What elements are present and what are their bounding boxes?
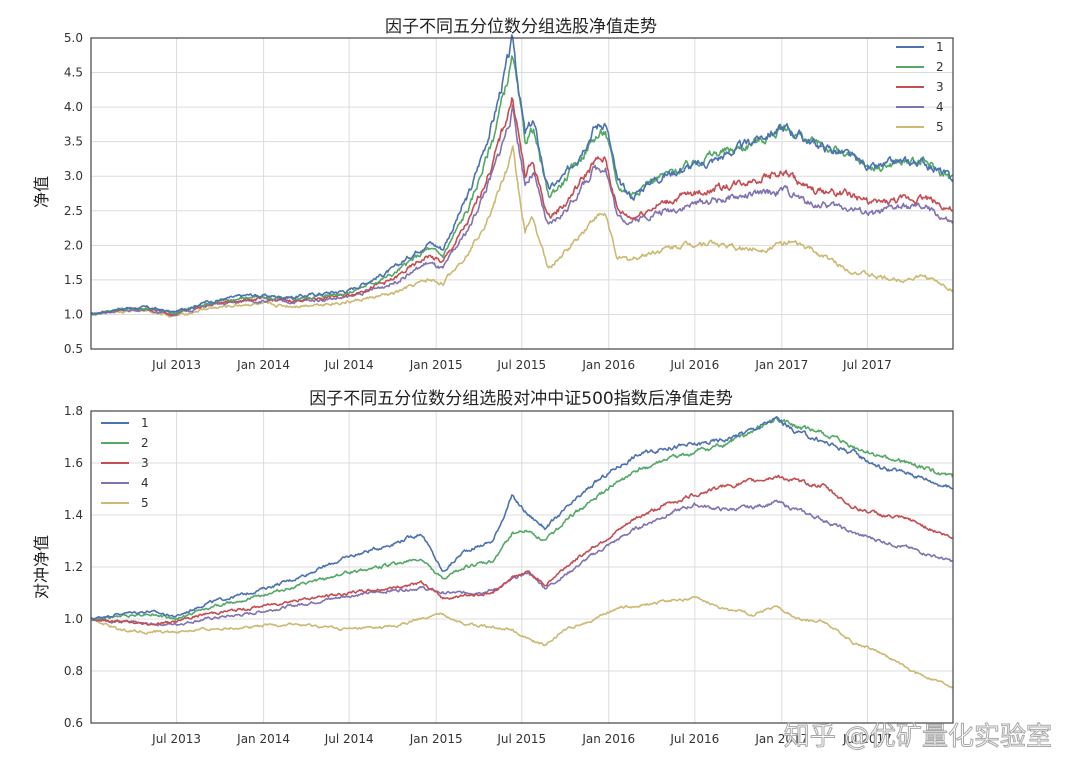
series-line-1 [90,34,954,315]
y-tick-label: 1.8 [64,404,83,418]
y-tick-label: 3.0 [64,169,83,183]
y-tick-label: 4.0 [64,100,83,114]
y-tick-label: 3.5 [64,135,83,149]
bottom-chart-ylabel: 对冲净值 [32,535,51,599]
y-tick-label: 0.8 [64,664,83,678]
legend-label-4: 4 [141,476,149,490]
x-tick-label: Jul 2016 [669,732,719,746]
x-tick-label: Jul 2017 [842,732,892,746]
top-chart-ylabel: 净值 [32,176,51,208]
x-tick-label: Jan 2015 [409,732,463,746]
legend-label-3: 3 [936,80,944,94]
y-tick-label: 1.6 [64,456,83,470]
legend: 1 2 3 4 5 [896,40,944,134]
series-line-2 [90,416,954,622]
legend-label-1: 1 [141,416,149,430]
top-chart-title: 因子不同五分位数分组选股净值走势 [385,17,657,37]
x-tick-label: Jul 2015 [496,732,546,746]
plot-frame [90,37,954,350]
y-tick-label: 0.6 [64,716,83,730]
series-line-5 [90,145,954,318]
x-tick-label: Jul 2013 [151,732,201,746]
x-tick-label: Jul 2016 [669,358,719,372]
y-tick-label: 0.5 [64,342,83,356]
legend-label-4: 4 [936,100,944,114]
legend-label-2: 2 [936,60,944,74]
legend: 1 2 3 4 5 [101,416,149,510]
x-tick-label: Jan 2014 [236,358,290,372]
x-tick-label: Jul 2017 [842,358,892,372]
series-line-1 [90,415,954,621]
y-tick-label: 1.5 [64,273,83,287]
y-tick-label: 1.0 [64,612,83,626]
bottom-chart-title: 因子不同五分位数分组选股对冲中证500指数后净值走势 [309,389,732,409]
y-tick-label: 5.0 [64,31,83,45]
x-tick-label: Jan 2015 [409,358,463,372]
series-line-5 [90,595,954,689]
x-tick-label: Jul 2014 [324,358,374,372]
y-tick-label: 2.5 [64,204,83,218]
legend-label-3: 3 [141,456,149,470]
bottom-chart-panel: 因子不同五分位数分组选股对冲中证500指数后净值走势 对冲净值 0.6 0.8 1.… [32,389,954,746]
x-tick-label: Jan 2017 [754,358,808,372]
watermark: 知乎 @优矿量化实验室 [784,722,1052,752]
plot-frame [90,410,954,724]
x-tick-label: Jul 2014 [324,732,374,746]
top-chart-panel: 因子不同五分位数分组选股净值走势 净值 0.5 1.0 1.5 2.0 2.5 3.0 3.… [32,17,954,372]
y-tick-label: 1.4 [64,508,83,522]
x-tick-label: Jan 2016 [581,732,635,746]
x-tick-label: Jan 2016 [581,358,635,372]
series-line-4 [90,499,953,627]
series-line-4 [90,104,954,317]
legend-label-1: 1 [936,40,944,54]
y-tick-label: 2.0 [64,238,83,252]
x-tick-label: Jul 2015 [496,358,546,372]
y-tick-label: 1.0 [64,307,83,321]
series-line-3 [90,474,953,626]
legend-label-5: 5 [141,496,149,510]
legend-label-5: 5 [936,120,944,134]
legend-label-2: 2 [141,436,149,450]
y-tick-label: 4.5 [64,66,83,80]
x-tick-label: Jan 2017 [754,732,808,746]
x-tick-label: Jan 2014 [236,732,290,746]
x-tick-label: Jul 2013 [151,358,201,372]
y-tick-label: 1.2 [64,560,83,574]
grid-lines [91,410,953,724]
